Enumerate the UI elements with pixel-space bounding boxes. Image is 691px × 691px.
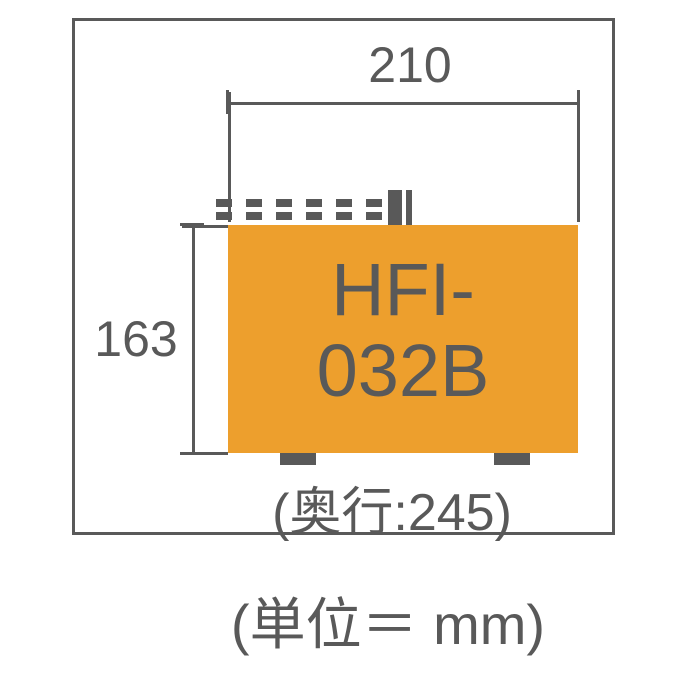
handle-dash [246,199,262,207]
handle-dash [216,199,232,207]
foot-left [280,453,316,465]
unit-label: (単位＝ mm) [138,580,638,661]
handle-dash [276,212,292,220]
depth-label: (奥行:245) [182,470,602,545]
dim-width-label: 210 [330,36,490,94]
dim-height-tick-top [180,223,204,226]
product-label-line1: HFI- [331,248,475,331]
handle-dash [366,212,382,220]
handle-dash [246,212,262,220]
handle-dash [306,199,322,207]
handle-stem [388,190,402,225]
dim-height-tick-bottom [180,452,204,455]
dim-height-label: 163 [86,310,186,368]
handle-stem [406,190,412,225]
handle-dash [336,212,352,220]
handle-dash [276,199,292,207]
dim-width-tick-left [226,90,229,114]
foot-right [494,453,530,465]
dim-width-line [228,102,578,105]
handle-dash [366,199,382,207]
dim-height-line [192,225,195,453]
product-box: HFI- 032B [228,225,578,453]
dim-width-tick-right [577,90,580,114]
handle-dash [216,212,232,220]
handle-dash [306,212,322,220]
handle-dash [336,199,352,207]
product-label-line2: 032B [317,329,490,412]
